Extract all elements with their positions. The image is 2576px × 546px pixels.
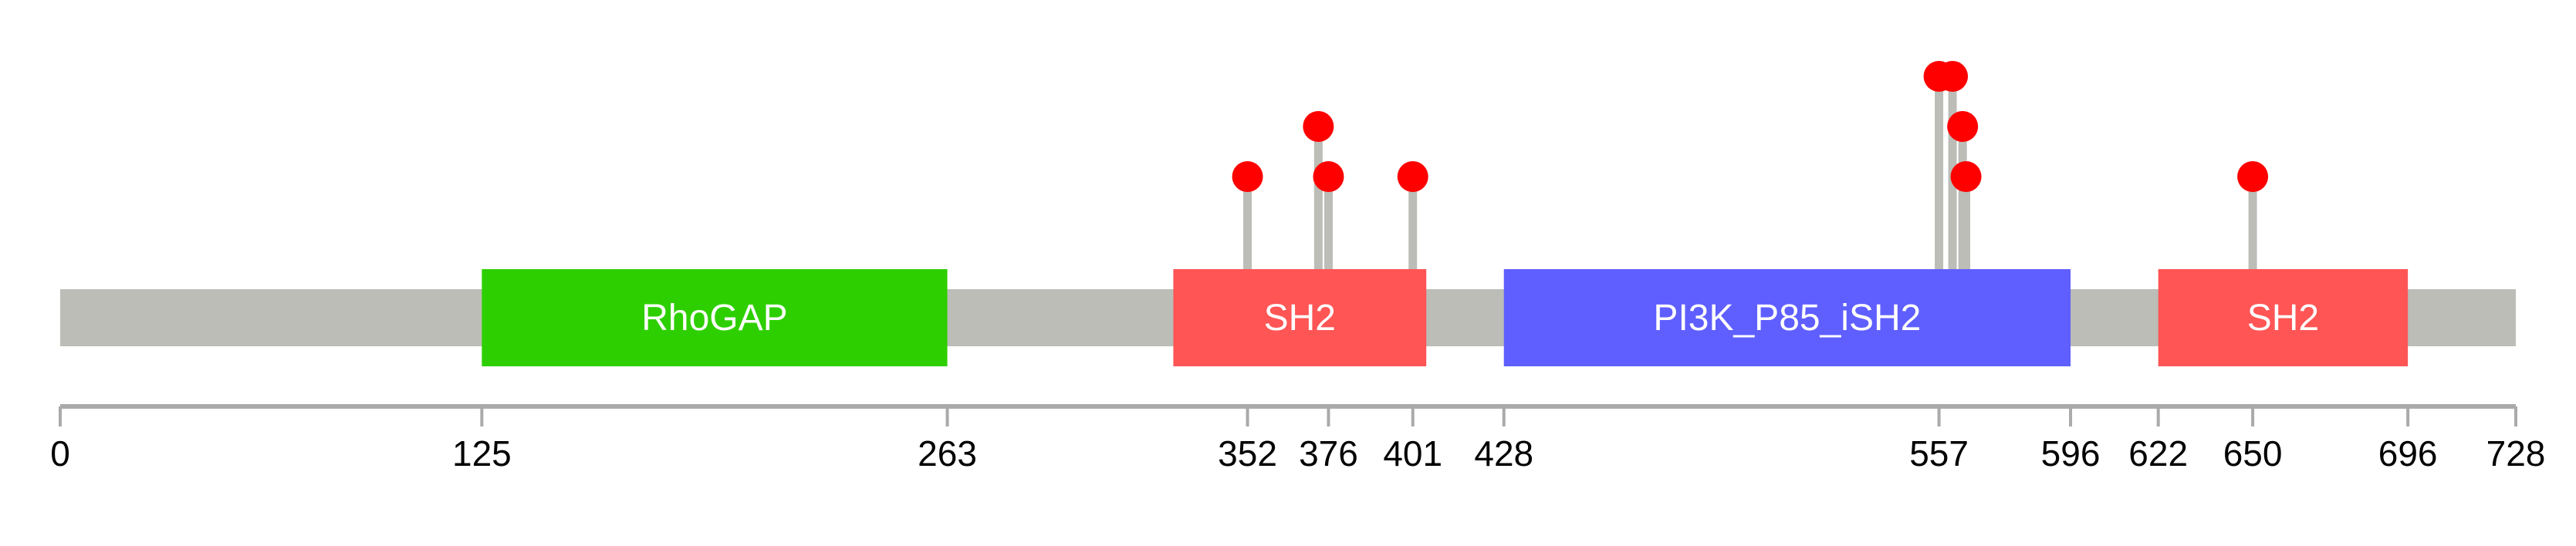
x-tick-label: 401 <box>1383 433 1442 474</box>
mutation-point <box>1303 111 1334 142</box>
mutation-point <box>2237 161 2269 192</box>
domain-label: RhoGAP <box>641 298 787 339</box>
domain-sh2 <box>1173 269 1427 366</box>
mutation-point <box>1950 161 1982 192</box>
x-tick-label: 352 <box>1218 433 1277 474</box>
domain-label: SH2 <box>2247 298 2319 339</box>
x-tick-label: 557 <box>1909 433 1969 474</box>
x-tick-label: 376 <box>1299 433 1358 474</box>
x-tick-label: 428 <box>1474 433 1533 474</box>
x-tick-label: 696 <box>2378 433 2438 474</box>
x-tick-label: 728 <box>2486 433 2546 474</box>
mutation-point <box>1313 161 1344 192</box>
domain-label: SH2 <box>1264 298 1336 339</box>
mutation-point <box>1937 61 1969 92</box>
x-tick-label: 650 <box>2223 433 2283 474</box>
x-tick-label: 0 <box>50 433 70 474</box>
domain-label: PI3K_P85_iSH2 <box>1653 298 1921 339</box>
mutation-point <box>1232 161 1263 192</box>
mutation-point <box>1947 111 1979 142</box>
domain-pi3k-p85-ish2 <box>1503 269 2071 366</box>
x-tick-label: 622 <box>2128 433 2188 474</box>
domain-rhogap <box>482 269 948 366</box>
x-tick-label: 596 <box>2041 433 2101 474</box>
x-tick-label: 125 <box>452 433 512 474</box>
mutation-point <box>1397 161 1428 192</box>
x-tick-label: 263 <box>918 433 977 474</box>
domain-sh2 <box>2158 269 2409 366</box>
